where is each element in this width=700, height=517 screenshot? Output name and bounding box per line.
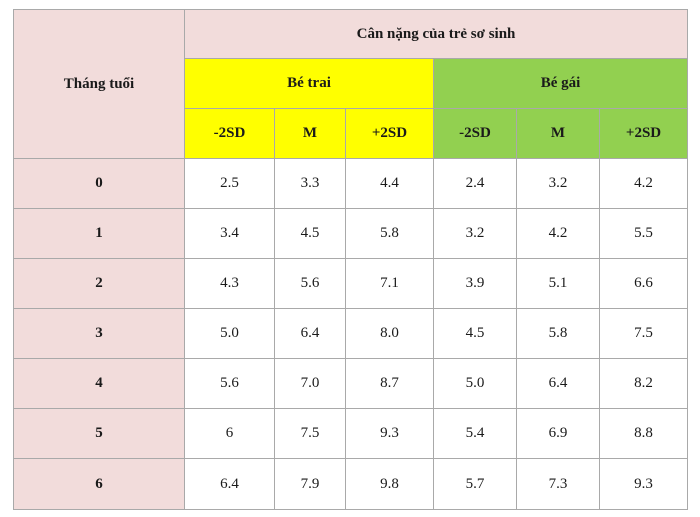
value-cell: 3.3 <box>274 158 346 209</box>
month-cell: 2 <box>13 258 185 309</box>
value-cell: 4.5 <box>433 308 517 359</box>
value-cell: 5.6 <box>184 358 275 409</box>
value-cell: 4.5 <box>274 208 346 259</box>
value-cell: 7.9 <box>274 458 346 510</box>
value-cell: 4.3 <box>184 258 275 309</box>
value-cell: 3.2 <box>516 158 600 209</box>
table-row: 0 2.5 3.3 4.4 2.4 3.2 4.2 <box>13 158 689 209</box>
subheader-boy-minus2sd: -2SD <box>184 108 275 159</box>
group-header-boy: Bé trai <box>184 58 434 109</box>
value-cell: 3.2 <box>433 208 517 259</box>
value-cell: 5.0 <box>184 308 275 359</box>
value-cell: 5.8 <box>516 308 600 359</box>
value-cell: 6.4 <box>516 358 600 409</box>
value-cell: 5.8 <box>345 208 434 259</box>
value-cell: 6.4 <box>184 458 275 510</box>
value-cell: 2.5 <box>184 158 275 209</box>
table-row: 6 6.4 7.9 9.8 5.7 7.3 9.3 <box>13 458 689 510</box>
value-cell: 9.3 <box>598 458 689 510</box>
table-title: Cân nặng của trẻ sơ sinh <box>183 9 689 59</box>
value-cell: 3.9 <box>433 258 517 309</box>
subheader-girl-plus2sd: +2SD <box>598 108 689 159</box>
subheader-girl-minus2sd: -2SD <box>433 108 517 159</box>
value-cell: 4.4 <box>345 158 434 209</box>
value-cell: 5.6 <box>274 258 346 309</box>
value-cell: 7.0 <box>274 358 346 409</box>
value-cell: 3.4 <box>184 208 275 259</box>
value-cell: 8.8 <box>598 408 689 459</box>
value-cell: 8.0 <box>345 308 434 359</box>
table-row: 5 6 7.5 9.3 5.4 6.9 8.8 <box>13 408 689 459</box>
value-cell: 4.2 <box>516 208 600 259</box>
value-cell: 4.2 <box>598 158 689 209</box>
group-header-girl: Bé gái <box>432 58 689 109</box>
corner-header-month: Tháng tuổi <box>13 9 185 159</box>
value-cell: 7.3 <box>516 458 600 510</box>
subheader-boy-plus2sd: +2SD <box>345 108 434 159</box>
value-cell: 6 <box>184 408 275 459</box>
value-cell: 5.7 <box>433 458 517 510</box>
value-cell: 2.4 <box>433 158 517 209</box>
subheader-boy-median: M <box>274 108 346 159</box>
value-cell: 7.5 <box>274 408 346 459</box>
value-cell: 6.4 <box>274 308 346 359</box>
month-cell: 4 <box>13 358 185 409</box>
month-cell: 1 <box>13 208 185 259</box>
month-cell: 5 <box>13 408 185 459</box>
subheader-girl-median: M <box>516 108 600 159</box>
table-row: 2 4.3 5.6 7.1 3.9 5.1 6.6 <box>13 258 689 309</box>
value-cell: 5.4 <box>433 408 517 459</box>
value-cell: 7.5 <box>598 308 689 359</box>
value-cell: 8.7 <box>345 358 434 409</box>
value-cell: 9.8 <box>345 458 434 510</box>
value-cell: 6.9 <box>516 408 600 459</box>
value-cell: 7.1 <box>345 258 434 309</box>
value-cell: 5.1 <box>516 258 600 309</box>
value-cell: 6.6 <box>598 258 689 309</box>
value-cell: 9.3 <box>345 408 434 459</box>
table-row: 4 5.6 7.0 8.7 5.0 6.4 8.2 <box>13 358 689 409</box>
value-cell: 5.0 <box>433 358 517 409</box>
month-cell: 6 <box>13 458 185 510</box>
weight-table: Tháng tuổi Cân nặng của trẻ sơ sinh Bé t… <box>13 9 689 510</box>
value-cell: 8.2 <box>598 358 689 409</box>
table-row: 1 3.4 4.5 5.8 3.2 4.2 5.5 <box>13 208 689 259</box>
table-row: 3 5.0 6.4 8.0 4.5 5.8 7.5 <box>13 308 689 359</box>
month-cell: 3 <box>13 308 185 359</box>
month-cell: 0 <box>13 158 185 209</box>
value-cell: 5.5 <box>598 208 689 259</box>
